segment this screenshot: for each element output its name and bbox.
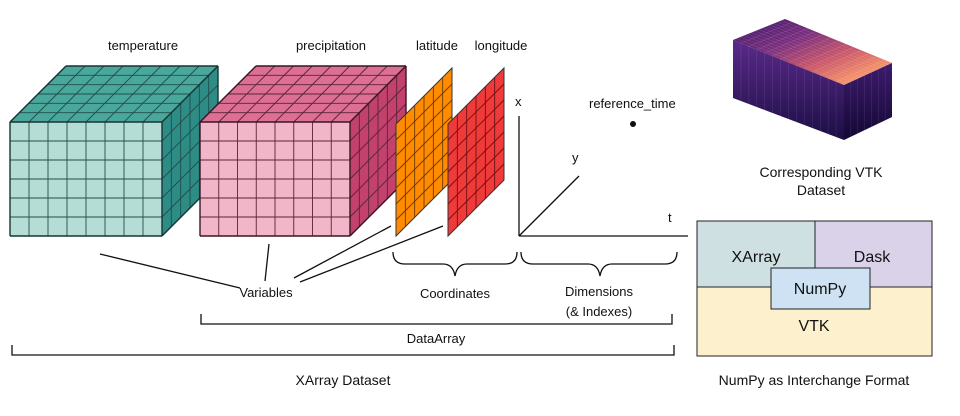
grid-line [756, 28, 809, 50]
grid-line [395, 147, 453, 205]
coordinates-label: Coordinates [420, 286, 491, 301]
grid-line [804, 47, 854, 70]
grid-line [740, 21, 793, 44]
x-axis-label: x [515, 94, 522, 109]
numpy-box [770, 267, 871, 310]
precipitation-cube-grid [199, 65, 407, 237]
grid-line [447, 163, 505, 221]
grid-line [835, 59, 885, 83]
grid-line [764, 31, 816, 54]
dimensions-brace [520, 251, 678, 277]
grid-line [395, 83, 453, 141]
reference-time-point [630, 121, 636, 127]
grid-line [447, 147, 505, 205]
vtk-dataset-image [733, 19, 892, 140]
y-axis-label: y [572, 150, 579, 165]
latitude-label: latitude [416, 38, 458, 53]
grid-line [747, 33, 858, 79]
dataarray-bracket [200, 314, 673, 325]
vtk-caption-line2: Dataset [797, 182, 845, 198]
dimensions-axes: x y t reference_time [515, 94, 688, 237]
grid-line [828, 56, 877, 79]
grid-line [772, 34, 824, 57]
grid-line [788, 40, 839, 63]
grid-line [812, 50, 862, 73]
numpy-box-label: NumPy [794, 281, 846, 298]
longitude-plane [447, 66, 505, 238]
grid-line [447, 115, 505, 173]
dask-box-label: Dask [854, 249, 891, 266]
grid-line [161, 65, 219, 123]
latitude-plane [395, 66, 453, 238]
dimensions-label: Dimensions [565, 284, 633, 299]
xarray-box-label: XArray [732, 249, 781, 266]
grid-line [9, 65, 67, 123]
grid-line [766, 26, 875, 72]
temperature-cube [9, 65, 219, 237]
grid-line [736, 38, 848, 84]
grid-line [395, 99, 453, 157]
latitude-plane-grid [395, 77, 453, 227]
longitude-plane-grid [447, 77, 505, 227]
dataarray-label: DataArray [407, 331, 466, 346]
temperature-cube-grid [9, 65, 219, 237]
grid-line [762, 27, 872, 73]
variables-connectors [99, 225, 444, 289]
grid-line [447, 83, 505, 141]
precipitation-cube [199, 65, 407, 237]
vtk-block-grid [736, 20, 889, 137]
grid-line [447, 131, 505, 189]
grid-line [770, 24, 879, 70]
grid-line [740, 36, 851, 83]
vtk-block-side [844, 63, 892, 140]
grid-line [751, 32, 862, 78]
grid-line [773, 23, 882, 68]
coordinates-brace [392, 251, 518, 277]
interchange-diagram: XArray Dask NumPy VTK [696, 220, 933, 357]
grid-line [748, 25, 801, 47]
vtk-caption-line1: Corresponding VTK [760, 164, 884, 180]
grid-line [820, 53, 870, 76]
grid-line [349, 65, 407, 123]
xarray-dataset-bracket [11, 345, 675, 356]
reference-time-label: reference_time [589, 96, 676, 111]
grid-line [447, 99, 505, 157]
variables-label: Variables [239, 285, 293, 300]
xarray-dataset-label: XArray Dataset [296, 372, 391, 388]
grid-line [755, 30, 865, 76]
y-axis-line [518, 175, 580, 237]
grid-line [777, 21, 886, 67]
grid-line [349, 103, 407, 161]
grid-line [744, 35, 855, 81]
grid-line [758, 29, 869, 75]
vtk-block-top [733, 19, 892, 85]
grid-line [796, 43, 847, 66]
grid-line [781, 20, 889, 65]
interchange-caption: NumPy as Interchange Format [719, 372, 910, 388]
longitude-label: longitude [475, 38, 528, 53]
grid-line [395, 163, 453, 221]
vtk-block-front [733, 40, 844, 140]
vtk-box-label: VTK [798, 318, 829, 335]
grid-line [780, 37, 831, 60]
grid-line [395, 115, 453, 173]
grid-line [161, 84, 219, 142]
indexes-label: (& Indexes) [566, 304, 632, 319]
precipitation-label: precipitation [296, 38, 366, 53]
temperature-label: temperature [108, 38, 178, 53]
t-axis-label: t [668, 210, 672, 225]
grid-line [199, 65, 257, 123]
grid-line [349, 84, 407, 142]
grid-line [395, 131, 453, 189]
